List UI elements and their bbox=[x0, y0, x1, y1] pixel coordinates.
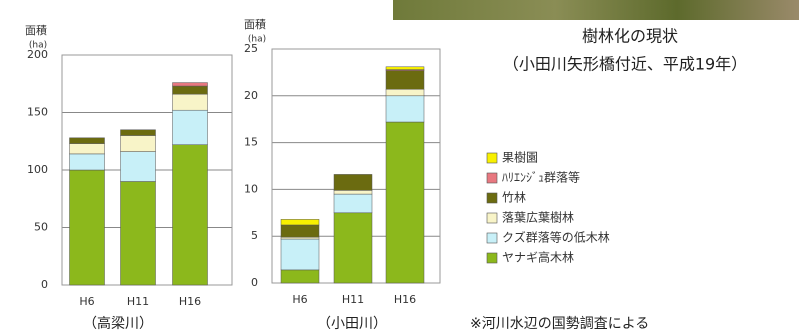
y-tick-label: 0 bbox=[251, 276, 258, 289]
legend-label: ヤナギ高木林 bbox=[502, 250, 574, 265]
bar-segment bbox=[385, 70, 425, 90]
legend-label: 果樹園 bbox=[502, 151, 538, 165]
bar-segment bbox=[69, 153, 105, 171]
bar-segment bbox=[333, 193, 373, 214]
bar-segment bbox=[280, 236, 320, 240]
bar-segment bbox=[333, 190, 373, 195]
bar-segment bbox=[385, 88, 425, 97]
bar-segment bbox=[120, 151, 156, 182]
y-tick-label: 100 bbox=[27, 163, 48, 176]
legend-swatch bbox=[486, 232, 498, 244]
legend-swatch bbox=[486, 172, 498, 184]
bar-segment bbox=[120, 129, 156, 136]
x-tick-label: H6 bbox=[79, 295, 94, 308]
bar-segment bbox=[280, 219, 320, 226]
x-tick-label: H11 bbox=[127, 295, 149, 308]
bar-segment bbox=[172, 109, 208, 145]
caption-location: （小田川矢形橋付近、平成19年） bbox=[503, 55, 747, 74]
bar-segment bbox=[385, 95, 425, 123]
legend-swatch bbox=[486, 212, 498, 224]
bar-segment bbox=[172, 82, 208, 87]
bar-segment bbox=[172, 93, 208, 111]
y-tick-label: 20 bbox=[244, 89, 258, 102]
legend-label: ﾊﾘｴﾝｼﾞｭ群落等 bbox=[502, 171, 580, 185]
y-tick-label: 5 bbox=[251, 229, 258, 242]
y-tick-label: 0 bbox=[41, 278, 48, 291]
bar-segment bbox=[385, 121, 425, 284]
y-axis-unit: (ha) bbox=[29, 41, 47, 51]
y-tick-label: 25 bbox=[244, 42, 258, 55]
x-tick-label: H16 bbox=[179, 295, 201, 308]
x-tick-label: H11 bbox=[342, 293, 364, 306]
y-tick-label: 15 bbox=[244, 136, 258, 149]
x-tick-label: H16 bbox=[394, 293, 416, 306]
bar-segment bbox=[120, 135, 156, 152]
legend-swatch bbox=[486, 252, 498, 264]
x-tick-label: H6 bbox=[292, 293, 307, 306]
bar-segment bbox=[280, 224, 320, 238]
y-axis-label: 面積 bbox=[25, 23, 47, 37]
bar-segment bbox=[280, 238, 320, 271]
bar-segment bbox=[172, 85, 208, 95]
bar-segment bbox=[280, 269, 320, 284]
legend-label: 落葉広葉樹林 bbox=[502, 211, 574, 225]
y-tick-label: 200 bbox=[27, 48, 48, 61]
bar-segment bbox=[333, 174, 373, 191]
bar-segment bbox=[385, 66, 425, 70]
bar-segment bbox=[69, 137, 105, 144]
legend-swatch bbox=[486, 152, 498, 164]
chart-subtitle: （高梁川） bbox=[83, 315, 153, 332]
y-axis-unit: (ha) bbox=[248, 35, 266, 45]
chart-subtitle: （小田川） bbox=[317, 316, 387, 332]
y-axis-label: 面積 bbox=[244, 17, 266, 31]
note: ※河川水辺の国勢調査による bbox=[470, 316, 649, 332]
bar-segment bbox=[69, 143, 105, 155]
legend-label: クズ群落等の低木林 bbox=[502, 230, 610, 245]
legend-label: 竹林 bbox=[502, 191, 526, 205]
photo bbox=[393, 0, 799, 20]
bar-segment bbox=[69, 169, 105, 286]
y-tick-label: 10 bbox=[244, 182, 258, 195]
y-tick-label: 150 bbox=[27, 106, 48, 119]
y-tick-label: 50 bbox=[34, 221, 48, 234]
legend-swatch bbox=[486, 192, 498, 204]
caption-title: 樹林化の現状 bbox=[582, 27, 678, 46]
bar-segment bbox=[333, 212, 373, 284]
bar-segment bbox=[172, 144, 208, 286]
bar-segment bbox=[120, 181, 156, 286]
